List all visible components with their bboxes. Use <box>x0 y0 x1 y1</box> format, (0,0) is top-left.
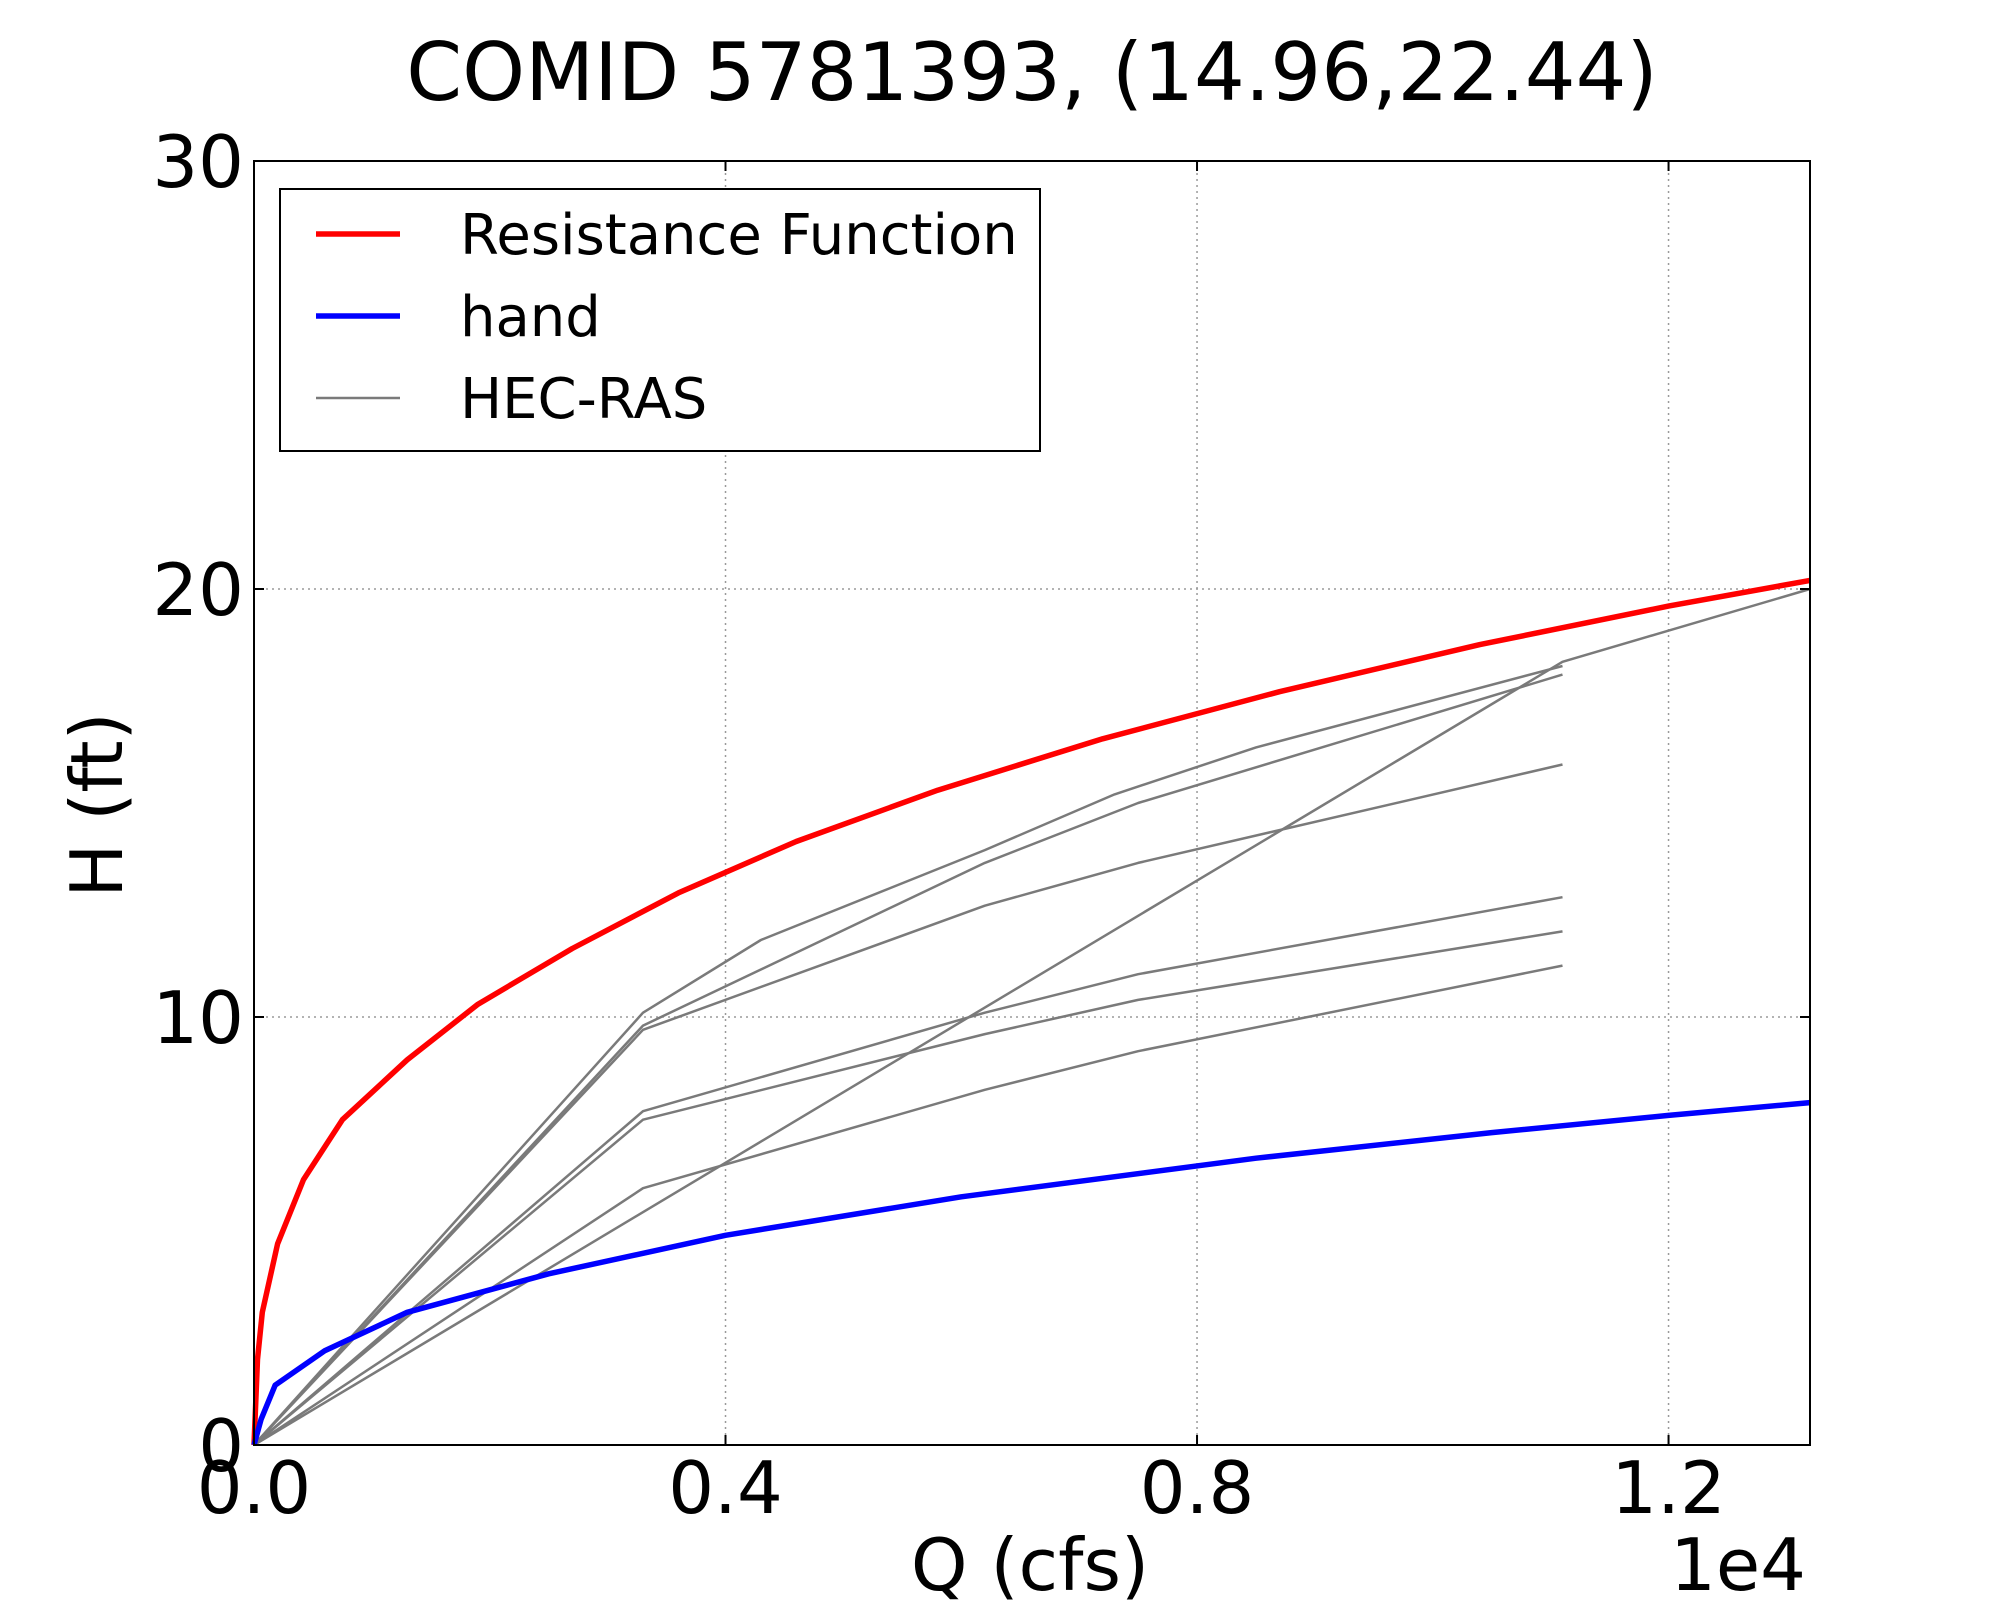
hec-ras-series-line <box>253 930 1563 1446</box>
legend-label: Resistance Function <box>460 203 1018 268</box>
grid-lines <box>254 161 1810 1445</box>
legend: Resistance Function hand HEC-RAS <box>279 188 1041 452</box>
x-axis: 0.0 0.4 0.8 1.2 <box>197 161 1726 1530</box>
x-tick-label: 0.4 <box>668 1446 783 1530</box>
x-axis-label: Q (cfs) <box>911 1523 1149 1600</box>
x-tick-label: 1.2 <box>1611 1446 1726 1530</box>
y-tick-label: 0 <box>198 1404 244 1488</box>
hec-ras-series-line <box>253 673 1563 1446</box>
y-tick-label: 30 <box>152 120 244 204</box>
legend-label: hand <box>460 285 601 350</box>
hec-ras-series-line <box>253 964 1563 1447</box>
resistance-function-series-line <box>251 577 1811 1446</box>
x-axis-offset-text: 1e4 <box>1670 1523 1806 1600</box>
hand-series-line <box>251 1099 1811 1446</box>
x-tick-label: 0.8 <box>1140 1446 1255 1530</box>
legend-label: HEC-RAS <box>460 367 707 432</box>
hec-ras-series-line <box>253 664 1563 1446</box>
plot-frame <box>253 160 1811 1446</box>
chart-title: COMID 5781393, (14.96,22.44) <box>406 26 1658 119</box>
y-tick-label: 10 <box>152 976 244 1060</box>
hec-ras-series-line <box>253 895 1563 1446</box>
x-tick-label: 0.0 <box>197 1446 312 1530</box>
y-axis-label: H (ft) <box>55 712 139 898</box>
hec-ras-series-line <box>253 587 1811 1447</box>
legend-box <box>279 188 1041 452</box>
series-layer <box>251 577 1811 1447</box>
y-tick-label: 20 <box>152 548 244 632</box>
y-axis: 0 10 20 30 <box>152 120 1810 1488</box>
